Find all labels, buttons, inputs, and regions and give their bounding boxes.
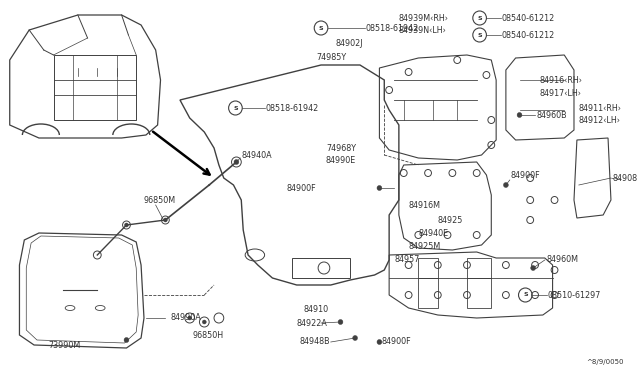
- Text: 08518-61942: 08518-61942: [266, 103, 319, 112]
- Text: 84948B: 84948B: [300, 337, 330, 346]
- Circle shape: [377, 340, 382, 344]
- Text: 84911‹RH›: 84911‹RH›: [579, 103, 621, 112]
- Text: 84910: 84910: [303, 305, 329, 314]
- Text: 84902J: 84902J: [335, 38, 363, 48]
- Text: 08540-61212: 08540-61212: [502, 13, 556, 22]
- Text: 84960B: 84960B: [536, 110, 566, 119]
- Text: S: S: [233, 106, 237, 110]
- Text: 84908: 84908: [613, 173, 638, 183]
- Circle shape: [517, 112, 522, 118]
- Text: 84912‹LH›: 84912‹LH›: [579, 115, 621, 125]
- Text: 74985Y: 74985Y: [316, 52, 346, 61]
- Text: 84900F: 84900F: [511, 170, 540, 180]
- Circle shape: [504, 183, 508, 187]
- Circle shape: [188, 316, 191, 320]
- Text: 84922A: 84922A: [297, 318, 328, 327]
- Text: 96850M: 96850M: [144, 196, 176, 205]
- Circle shape: [234, 160, 239, 164]
- Circle shape: [531, 266, 536, 270]
- Text: 08510-61297: 08510-61297: [548, 291, 601, 299]
- Text: S: S: [477, 32, 482, 38]
- Circle shape: [377, 186, 382, 190]
- Text: 84939M‹RH›: 84939M‹RH›: [399, 13, 449, 22]
- Text: 08540-61212: 08540-61212: [502, 31, 556, 39]
- Text: 84957: 84957: [394, 256, 419, 264]
- Circle shape: [125, 223, 129, 227]
- Text: 84900F: 84900F: [287, 183, 316, 192]
- Text: 84939N‹LH›: 84939N‹LH›: [399, 26, 447, 35]
- Text: 96850H: 96850H: [193, 330, 224, 340]
- Text: 84940A: 84940A: [241, 151, 272, 160]
- Text: 08518-61942: 08518-61942: [366, 23, 419, 32]
- Text: 84940E: 84940E: [419, 228, 449, 237]
- Text: 74968Y: 74968Y: [326, 144, 356, 153]
- Text: 84900F: 84900F: [381, 337, 411, 346]
- Text: 84960M: 84960M: [547, 256, 579, 264]
- Text: 84916M: 84916M: [408, 201, 440, 209]
- Circle shape: [202, 320, 206, 324]
- Text: 84990A: 84990A: [170, 314, 201, 323]
- Text: ^8/9/0050: ^8/9/0050: [587, 359, 624, 365]
- Circle shape: [338, 320, 343, 324]
- Circle shape: [353, 336, 358, 340]
- Circle shape: [163, 218, 167, 222]
- Text: 73990M: 73990M: [49, 340, 81, 350]
- Text: S: S: [523, 292, 527, 298]
- Text: 84925M: 84925M: [408, 241, 441, 250]
- Text: 84990E: 84990E: [326, 155, 356, 164]
- Text: S: S: [319, 26, 323, 31]
- Text: S: S: [477, 16, 482, 20]
- Text: 84916‹RH›: 84916‹RH›: [540, 76, 583, 84]
- Text: 84917‹LH›: 84917‹LH›: [540, 89, 582, 97]
- Circle shape: [124, 337, 129, 343]
- Text: 84925: 84925: [438, 215, 463, 224]
